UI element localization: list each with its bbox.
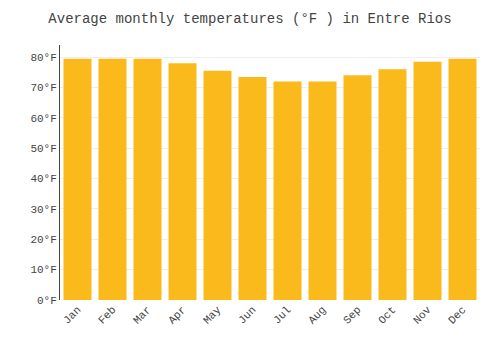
svg-text:80°F: 80°F — [30, 52, 56, 64]
svg-text:May: May — [201, 304, 224, 327]
svg-text:70°F: 70°F — [30, 82, 56, 94]
svg-text:30°F: 30°F — [30, 204, 56, 216]
svg-text:Dec: Dec — [446, 304, 468, 326]
svg-text:10°F: 10°F — [30, 264, 56, 276]
svg-text:Nov: Nov — [411, 304, 434, 327]
svg-text:0°F: 0°F — [37, 295, 57, 307]
svg-text:Apr: Apr — [166, 304, 188, 326]
svg-text:50°F: 50°F — [30, 143, 56, 155]
svg-text:Average monthly temperatures (: Average monthly temperatures (°F ) in En… — [48, 11, 451, 27]
svg-text:40°F: 40°F — [30, 173, 56, 185]
svg-text:Oct: Oct — [376, 304, 398, 326]
svg-text:Sep: Sep — [341, 304, 363, 326]
svg-text:Jun: Jun — [236, 304, 258, 326]
svg-text:Aug: Aug — [306, 304, 328, 326]
svg-text:Jul: Jul — [271, 304, 293, 326]
svg-text:60°F: 60°F — [30, 113, 56, 125]
svg-text:Mar: Mar — [131, 304, 153, 326]
svg-text:Jan: Jan — [61, 304, 83, 326]
svg-text:Feb: Feb — [96, 304, 118, 326]
svg-text:20°F: 20°F — [30, 234, 56, 246]
